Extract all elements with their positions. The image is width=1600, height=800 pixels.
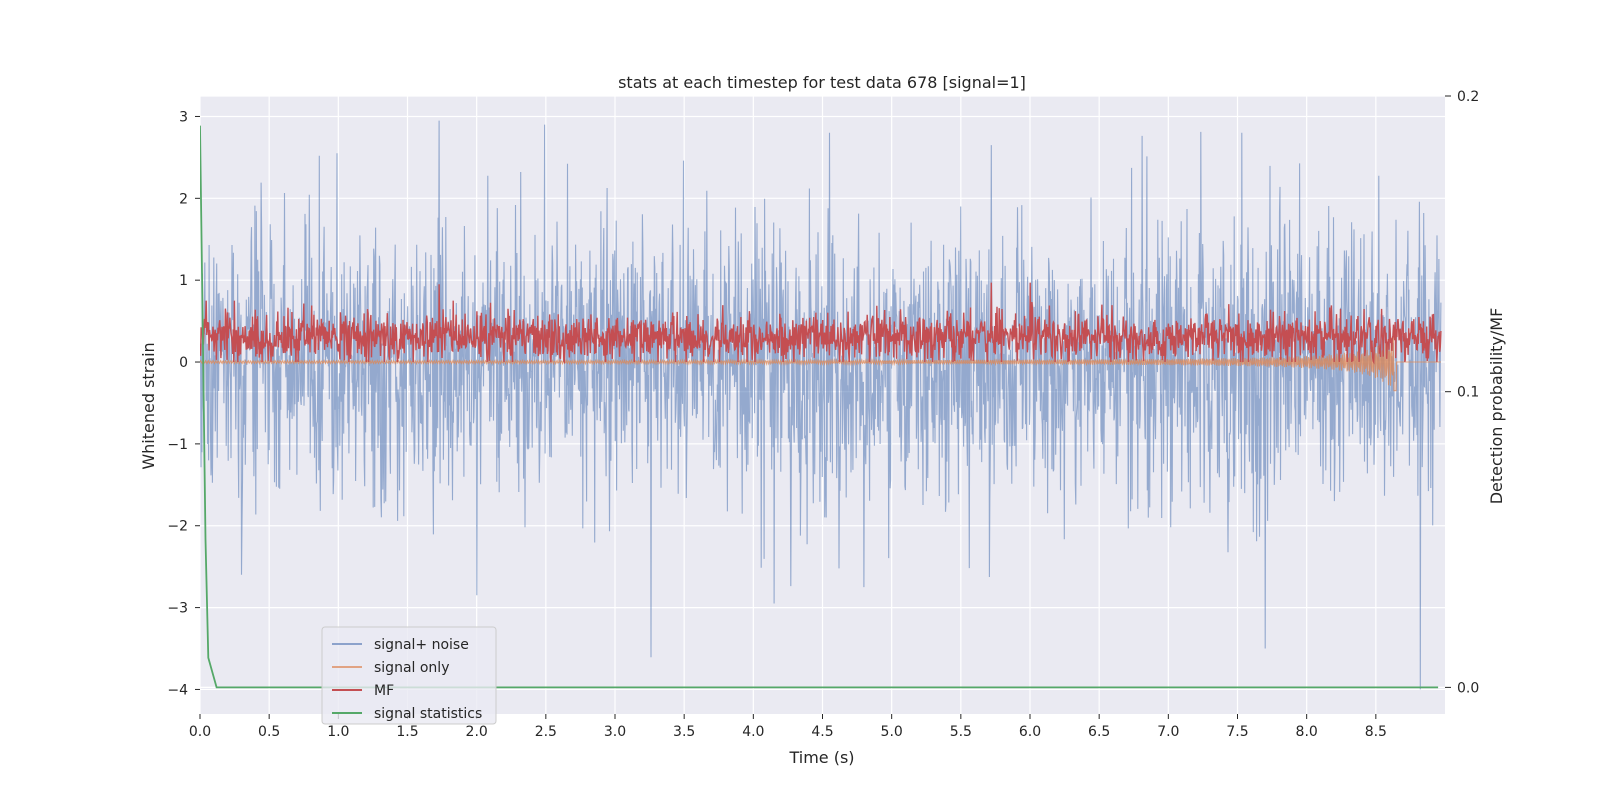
y-tick-label: −1 bbox=[167, 437, 188, 453]
y-axis-left: −4 −3 −2 −1 0 1 2 3 bbox=[167, 109, 200, 698]
x-tick-label: 0.5 bbox=[258, 724, 280, 740]
y-tick-label: 3 bbox=[179, 109, 188, 125]
x-tick-label: 8.0 bbox=[1296, 724, 1318, 740]
y-axis-right-title: Detection probability/MF bbox=[1487, 308, 1506, 505]
y-right-tick-label: 0.2 bbox=[1457, 89, 1479, 105]
x-tick-label: 5.0 bbox=[881, 724, 903, 740]
x-tick-label: 4.5 bbox=[811, 724, 833, 740]
x-tick-label: 1.0 bbox=[327, 724, 349, 740]
series-signal-only-line bbox=[200, 334, 1441, 392]
x-tick-label: 5.5 bbox=[950, 724, 972, 740]
y-tick-label: 2 bbox=[179, 191, 188, 207]
legend: signal+ noise signal only MF signal statist… bbox=[321, 626, 497, 725]
x-tick-label: 3.0 bbox=[604, 724, 626, 740]
x-tick-label: 0.0 bbox=[189, 724, 211, 740]
y-tick-label: 0 bbox=[179, 355, 188, 371]
y-tick-label: −4 bbox=[167, 682, 188, 698]
y-right-tick-label: 0.0 bbox=[1457, 680, 1479, 696]
x-axis-title: Time (s) bbox=[788, 748, 854, 767]
x-tick-label: 8.5 bbox=[1365, 724, 1387, 740]
x-tick-label: 1.5 bbox=[396, 724, 418, 740]
legend-box bbox=[321, 626, 497, 725]
y-axis-title: Whitened strain bbox=[139, 342, 158, 469]
legend-label: MF bbox=[374, 683, 394, 699]
legend-label: signal statistics bbox=[374, 706, 482, 722]
x-tick-label: 6.0 bbox=[1019, 724, 1041, 740]
legend-label: signal+ noise bbox=[374, 637, 469, 653]
y-right-tick-label: 0.1 bbox=[1457, 385, 1479, 401]
x-tick-label: 3.5 bbox=[673, 724, 695, 740]
x-tick-label: 4.0 bbox=[742, 724, 764, 740]
x-tick-label: 2.0 bbox=[466, 724, 488, 740]
chart-title: stats at each timestep for test data 678… bbox=[618, 73, 1026, 92]
x-tick-label: 7.0 bbox=[1157, 724, 1179, 740]
legend-label: signal only bbox=[374, 660, 449, 676]
x-tick-label: 6.5 bbox=[1088, 724, 1110, 740]
series-mf-line bbox=[200, 282, 1442, 365]
x-tick-label: 2.5 bbox=[535, 724, 557, 740]
x-tick-label: 7.5 bbox=[1226, 724, 1248, 740]
y-tick-label: −2 bbox=[167, 519, 188, 535]
y-tick-label: −3 bbox=[167, 601, 188, 617]
y-axis-right: 0.0 0.1 0.2 bbox=[1445, 89, 1479, 696]
x-axis: 0.0 0.5 1.0 1.5 2.0 2.5 3.0 3.5 4.0 4.5 5.0 5.5 6.0 6… bbox=[189, 714, 1387, 740]
y-tick-label: 1 bbox=[179, 273, 188, 289]
